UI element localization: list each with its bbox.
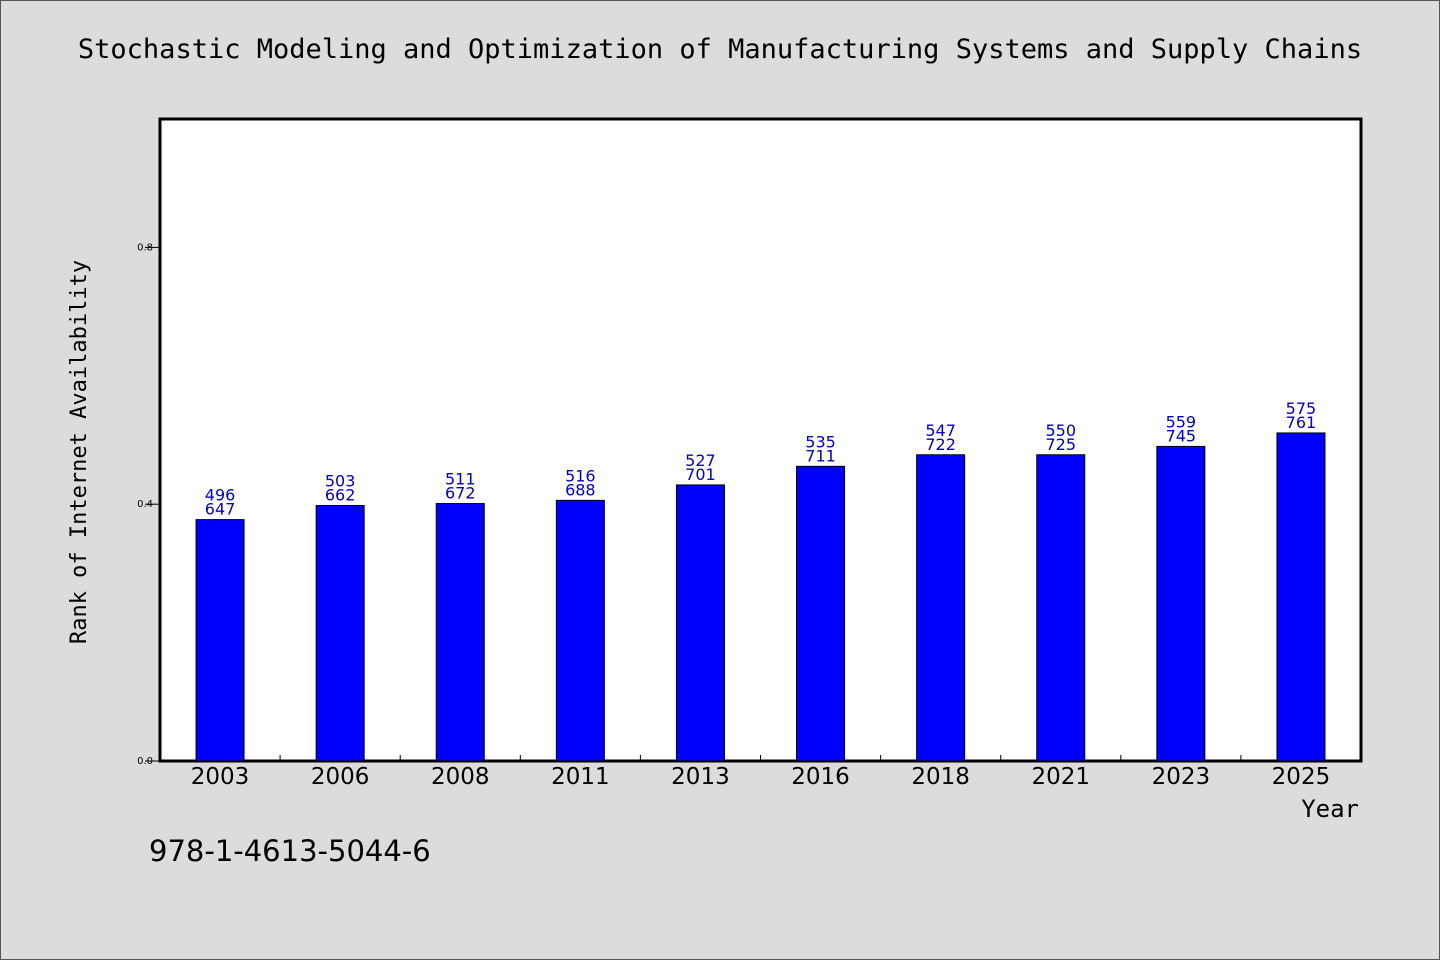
data-label-top: 547 — [925, 421, 956, 440]
chart-title: Stochastic Modeling and Optimization of … — [77, 34, 1363, 65]
data-label-top: 496 — [205, 486, 236, 505]
x-tick-label: 2013 — [671, 764, 730, 790]
x-tick-label: 2018 — [911, 764, 970, 790]
data-label-bottom: 662 — [325, 485, 356, 504]
bar — [675, 484, 725, 762]
data-label-bottom: 688 — [565, 480, 596, 499]
x-tick-label: 2023 — [1152, 764, 1211, 790]
x-axis: 2003 2006 2008 2011 2013 2016 2018 2021 2023 2025 — [191, 755, 1330, 790]
bar — [1156, 445, 1206, 762]
data-label-bottom: 725 — [1045, 435, 1076, 454]
y-axis-title: Rank of Internet Availability — [67, 260, 92, 644]
data-label-top: 559 — [1166, 412, 1197, 431]
x-tick-label: 2011 — [551, 764, 610, 790]
bar-series — [195, 432, 1326, 762]
y-axis: 0.0 0.4 0.8 — [137, 242, 160, 767]
data-label-bottom: 672 — [445, 484, 476, 503]
data-label-bottom: 647 — [205, 500, 236, 519]
data-label-top: 503 — [325, 471, 356, 490]
data-label-top: 511 — [445, 470, 476, 489]
x-tick-label: 2016 — [791, 764, 850, 790]
y-tick-label: 0.0 — [137, 756, 153, 767]
data-label-top: 527 — [685, 451, 716, 470]
y-tick-label: 0.8 — [137, 242, 153, 253]
x-tick-label: 2008 — [431, 764, 490, 790]
x-axis-title: Year — [1301, 795, 1359, 823]
data-label-bottom: 745 — [1166, 426, 1197, 445]
bar — [555, 499, 605, 762]
bar — [916, 454, 966, 762]
isbn-text: 978-1-4613-5044-6 — [149, 834, 431, 868]
bar — [796, 465, 846, 762]
data-label-top: 575 — [1286, 399, 1317, 418]
bar — [315, 504, 365, 762]
y-tick-label: 0.4 — [137, 499, 153, 510]
bar — [1036, 454, 1086, 762]
data-label-bottom: 711 — [805, 446, 836, 465]
data-label-bottom: 761 — [1286, 413, 1317, 432]
data-label-bottom: 701 — [685, 465, 716, 484]
data-label-top: 516 — [565, 466, 596, 485]
data-label-top: 535 — [805, 432, 836, 451]
x-tick-label: 2006 — [311, 764, 370, 790]
data-label-top: 550 — [1045, 421, 1076, 440]
data-label-bottom: 722 — [925, 435, 956, 454]
x-tick-label: 2025 — [1272, 764, 1331, 790]
x-tick-label: 2021 — [1031, 764, 1090, 790]
bar — [435, 503, 485, 762]
bar — [195, 519, 245, 762]
bar — [1276, 432, 1326, 762]
data-labels: 4966475036625116725166885277015357115477… — [205, 399, 1316, 519]
x-tick-label: 2003 — [191, 764, 250, 790]
